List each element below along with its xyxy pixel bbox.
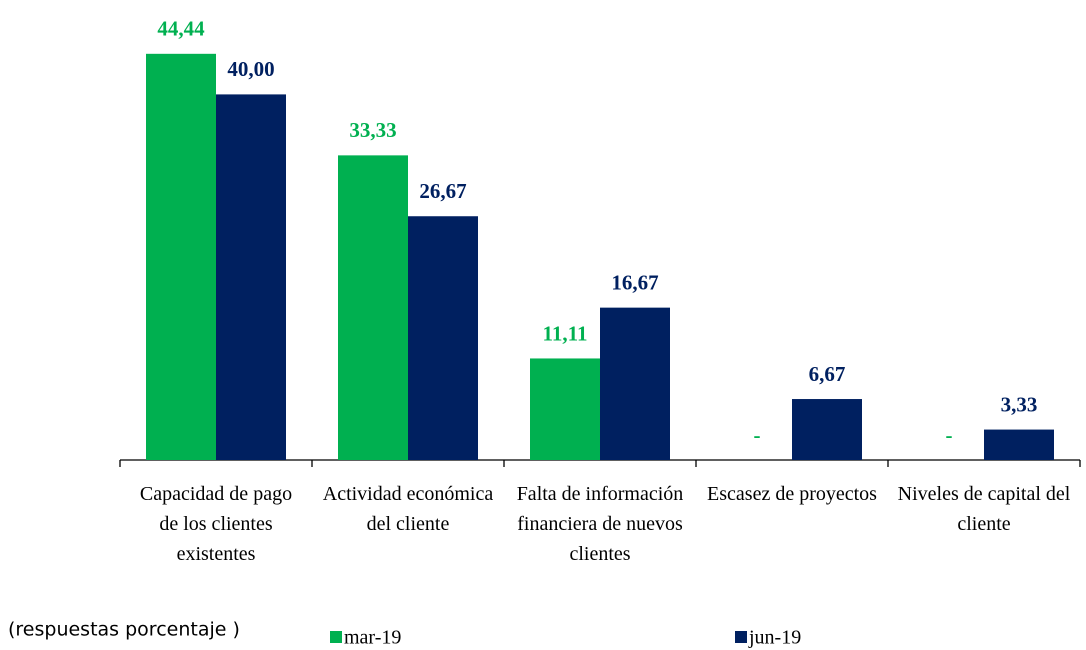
bar bbox=[146, 53, 216, 461]
x-tick-label: Capacidad de pago de los clientes existe… bbox=[139, 483, 293, 565]
chart-subtitle: (respuestas porcentaje ) bbox=[8, 619, 240, 641]
bar bbox=[338, 155, 408, 460]
value-label: 6,67 bbox=[809, 362, 846, 386]
bar bbox=[600, 307, 670, 460]
value-label: 33,33 bbox=[349, 118, 396, 142]
x-tick-label: Escasez de proyectos bbox=[707, 483, 877, 505]
value-label: 11,11 bbox=[543, 321, 588, 345]
bar bbox=[530, 358, 600, 460]
value-label: 44,44 bbox=[157, 17, 205, 41]
value-label: - bbox=[946, 423, 953, 447]
legend-label: mar-19 bbox=[344, 627, 401, 649]
value-label: 26,67 bbox=[419, 179, 466, 203]
x-tick-label: Falta de información financiera de nuevo… bbox=[516, 483, 684, 565]
legend-label: jun-19 bbox=[748, 627, 801, 649]
value-label: 16,67 bbox=[611, 270, 658, 294]
value-label: - bbox=[754, 423, 761, 447]
legend-swatch bbox=[735, 631, 747, 643]
bar bbox=[216, 94, 286, 461]
legend-swatch bbox=[330, 631, 342, 643]
value-label: 3,33 bbox=[1001, 392, 1038, 416]
x-tick-label: Actividad económica del cliente bbox=[322, 483, 494, 535]
bar bbox=[408, 216, 478, 460]
bar bbox=[792, 399, 862, 460]
value-label: 40,00 bbox=[227, 57, 274, 81]
bar bbox=[984, 429, 1054, 460]
x-tick-label: Niveles de capital del cliente bbox=[897, 483, 1071, 535]
